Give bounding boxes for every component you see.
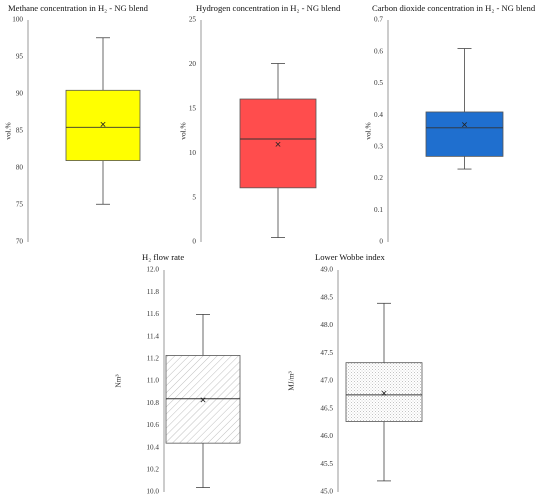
box-chart-2: Hydrogen concentration in H₂ - NG blend v… [179,3,341,246]
y-tick-label: 10.4 [146,443,159,451]
y-tick-label: 75 [16,201,24,209]
y-tick-label: 48.5 [320,293,333,301]
y-tick-label: 10.6 [146,421,159,429]
y-tick-label: 11.4 [147,332,160,340]
y-tick-label: 15 [189,104,197,112]
y-tick-label: 49.0 [320,266,333,274]
y-tick-label: 47.0 [320,377,333,385]
y-tick-label: 0.6 [374,47,383,55]
y-axis-label: MJ/m³ [287,370,296,390]
y-tick-label: 20 [189,60,197,68]
chart-title: Hydrogen concentration in H₂ - NG blend [196,3,341,13]
y-axis-label: vol.% [179,122,188,139]
mean-marker [200,397,206,403]
iqr-box [65,89,141,162]
chart-title: Carbon dioxide concentration in H₂ - NG … [372,3,536,13]
iqr-box [425,111,504,157]
y-tick-label: 95 [16,53,24,61]
y-tick-label: 0 [192,238,196,246]
y-tick-label: 0.4 [374,111,383,119]
y-tick-label: 85 [16,127,24,135]
y-tick-label: 5 [192,193,196,201]
y-tick-label: 80 [16,164,24,172]
y-tick-label: 0 [379,238,383,246]
y-tick-label: 10.8 [146,399,159,407]
y-tick-label: 10.2 [146,465,159,473]
y-tick-label: 10.0 [146,488,159,496]
box-chart-1: Methane concentration in H₂ - NG blend vo… [4,3,149,246]
y-tick-label: 0.1 [374,206,383,214]
mean-marker [275,141,281,147]
y-tick-label: 47.5 [320,349,333,357]
y-tick-label: 11.8 [147,288,160,296]
y-tick-label: 48.0 [320,321,333,329]
y-tick-label: 46.5 [320,404,333,412]
y-tick-label: 0.2 [374,174,383,182]
chart-title: Lower Wobbe index [315,252,385,262]
y-axis-label: Nm³ [114,374,123,388]
y-tick-label: 11.2 [147,354,160,362]
y-tick-label: 45.0 [320,488,333,496]
y-axis-label: vol.% [4,122,13,139]
y-tick-label: 0.5 [374,79,383,87]
y-tick-label: 11.0 [147,377,160,385]
y-tick-label: 0.7 [374,16,383,24]
y-tick-label: 12.0 [146,266,159,274]
y-tick-label: 70 [16,238,24,246]
box-chart-4: H₂ flow rate Nm³ 12.0 11.8 11.6 11.4 11.2 11.0 1… [114,252,241,496]
y-axis-label: vol.% [364,122,373,139]
y-tick-label: 25 [189,16,197,24]
mean-marker [100,121,106,127]
box-chart-5: Lower Wobbe index MJ/m³ 49.0 48.5 48.0 47.5 47… [287,252,423,496]
y-tick-label: 45.5 [320,460,333,468]
box-chart-3: Carbon dioxide concentration in H₂ - NG … [364,3,536,246]
mean-marker [462,122,467,128]
chart-title: H₂ flow rate [142,252,184,262]
chart-title: Methane concentration in H₂ - NG blend [8,3,149,13]
y-tick-label: 10 [189,149,197,157]
mean-marker [381,390,387,396]
y-tick-label: 90 [16,90,24,98]
y-tick-label: 46.0 [320,432,333,440]
iqr-box [239,98,317,189]
y-tick-label: 0.3 [374,143,383,151]
iqr-box [345,362,423,422]
y-tick-label: 11.6 [147,310,160,318]
y-tick-label: 100 [12,16,23,24]
